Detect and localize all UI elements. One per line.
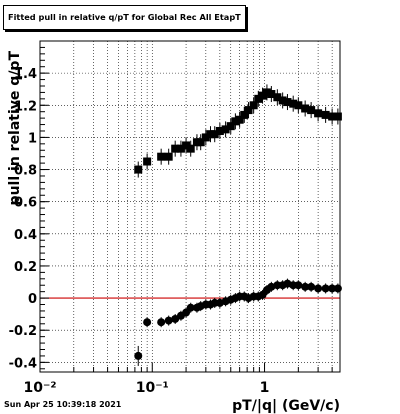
data-point-square <box>157 152 166 161</box>
x-tick-label: 10⁻¹ <box>136 380 169 396</box>
axis-ticks <box>39 46 333 372</box>
data-point-square <box>164 152 173 161</box>
data-point-square <box>307 106 316 115</box>
data-point-circle <box>294 281 303 290</box>
data-point-square <box>328 112 337 121</box>
x-tick-labels: 10⁻² 10⁻¹ 1 <box>23 380 269 396</box>
y-tick-label: 1 <box>28 131 37 146</box>
y-tick-label: 0.8 <box>14 164 37 179</box>
data-point-square <box>226 122 235 131</box>
data-point-square <box>262 88 271 97</box>
data-point-square <box>215 126 224 135</box>
data-point-circle <box>164 316 173 325</box>
data-point-square <box>231 117 240 126</box>
data-point-square <box>206 130 215 139</box>
y-tick-label: -0.2 <box>9 324 37 339</box>
y-tick-label: 0 <box>28 292 37 307</box>
data-point-square <box>273 93 282 102</box>
data-point-square <box>221 125 230 134</box>
data-point-circle <box>134 351 143 360</box>
data-point-square <box>134 165 143 174</box>
x-tick-label: 10⁻² <box>23 380 56 396</box>
y-tick-label: 0.4 <box>14 228 37 243</box>
y-tick-label: 0.6 <box>14 196 37 211</box>
grid <box>40 41 340 372</box>
y-tick-label: 0.2 <box>14 260 37 275</box>
data-point-square <box>278 96 287 105</box>
plot-frame <box>39 40 341 373</box>
data-point-circle <box>301 282 310 291</box>
data-point-circle <box>321 284 330 293</box>
data-point-square <box>196 138 205 147</box>
x-axis-label: pT/|q| (GeV/c) <box>232 398 340 414</box>
data-point-square <box>258 91 267 100</box>
data-point-circle <box>314 284 323 293</box>
data-point-square <box>249 101 258 110</box>
y-tick-label: 1.4 <box>14 67 37 82</box>
data-point-square <box>314 109 323 118</box>
data-point-square <box>301 104 310 113</box>
y-tick-label: 1.2 <box>14 99 37 114</box>
data-point-circle <box>186 303 195 312</box>
data-point-square <box>289 99 298 108</box>
chart-title: Fitted pull in relative q/pT for Global … <box>3 5 246 30</box>
data-point-square <box>267 90 276 99</box>
data-point-circle <box>143 318 152 327</box>
data-point-square <box>283 98 292 107</box>
y-axis-label: pull in relative q/pT <box>7 51 23 206</box>
timestamp: Sun Apr 25 10:39:18 2021 <box>4 400 122 409</box>
data-point-circle <box>307 282 316 291</box>
data-point-circle <box>328 284 337 293</box>
x-tick-label: 1 <box>260 380 270 396</box>
data-point-square <box>321 110 330 119</box>
y-tick-label: -0.4 <box>9 356 37 371</box>
data-point-square <box>186 144 195 153</box>
data-point-square <box>182 141 191 150</box>
data-point-circle <box>157 318 166 327</box>
y-tick-labels: -0.4 -0.2 0 0.2 0.4 0.6 0.8 1 1.2 1.4 <box>9 67 37 371</box>
data-point-square <box>201 133 210 142</box>
data-point-square <box>294 101 303 110</box>
series-squares <box>134 84 342 178</box>
data-point-square <box>235 115 244 124</box>
data-point-square <box>210 130 219 139</box>
data-point-square <box>171 144 180 153</box>
data-point-square <box>333 112 342 121</box>
data-point-square <box>176 144 185 153</box>
data-point-square <box>143 157 152 166</box>
data-point-circle <box>333 284 342 293</box>
series-circles <box>134 278 342 366</box>
data-point-square <box>254 94 263 103</box>
data-point-square <box>244 106 253 115</box>
data-point-square <box>240 110 249 119</box>
